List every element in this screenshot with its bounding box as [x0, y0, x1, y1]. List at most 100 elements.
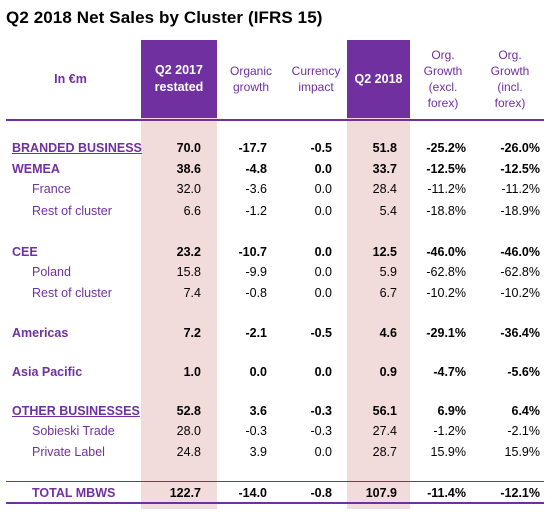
table-row-wemea-rest-of-cluster: Rest of cluster 6.6 -1.2 0.0 5.4 -18.8% …: [0, 202, 555, 220]
cell-q2-2017: 70.0: [176, 141, 201, 155]
table-row-wemea: WEMEA 38.6 -4.8 0.0 33.7 -12.5% -12.5%: [0, 160, 555, 178]
cell-org-incl: -26.0%: [500, 141, 540, 155]
cell-org-excl: 6.9%: [437, 404, 467, 418]
cell-organic: -3.6: [245, 182, 267, 196]
cell-currency: -0.3: [310, 424, 332, 438]
cell-q2-2018: 0.9: [379, 365, 397, 379]
cell-organic: 3.6: [249, 404, 267, 418]
cell-q2-2018: 12.5: [372, 245, 397, 259]
cell-q2-2018: 33.7: [372, 162, 397, 176]
cell-q2-2017: 15.8: [176, 265, 201, 279]
cell-organic: 3.9: [249, 445, 267, 459]
q2-2018-column-shade: [347, 40, 410, 509]
cell-q2-2017: 1.0: [183, 365, 201, 379]
cell-currency: 0.0: [314, 162, 332, 176]
cell-q2-2017: 28.0: [176, 424, 201, 438]
organic-growth-header: Organic growth: [229, 64, 273, 94]
row-label: OTHER BUSINESSES: [12, 404, 140, 418]
table-row-private-label: Private Label 24.8 3.9 0.0 28.7 15.9% 15…: [0, 443, 555, 461]
cell-q2-2018: 28.4: [372, 182, 397, 196]
row-label: Private Label: [32, 445, 105, 459]
cell-org-excl: -10.2%: [426, 286, 466, 300]
cell-organic: -4.8: [245, 162, 267, 176]
row-label: France: [32, 182, 71, 196]
cell-organic: -17.7: [238, 141, 268, 155]
cell-currency: 0.0: [314, 445, 332, 459]
cell-q2-2018: 28.7: [372, 445, 397, 459]
cell-org-incl: -62.8%: [500, 265, 540, 279]
cell-org-excl: -18.8%: [426, 204, 466, 218]
total-rule-bottom: [6, 502, 544, 504]
table-row-americas: Americas 7.2 -2.1 -0.5 4.6 -29.1% -36.4%: [0, 324, 555, 342]
cell-q2-2018: 6.7: [379, 286, 397, 300]
cell-currency: 0.0: [314, 204, 332, 218]
header-rule: [6, 119, 544, 121]
cell-currency: 0.0: [314, 265, 332, 279]
cell-org-incl: -46.0%: [500, 245, 540, 259]
cell-q2-2017: 38.6: [176, 162, 201, 176]
cell-org-incl: -12.1%: [500, 486, 540, 500]
cell-q2-2017: 23.2: [176, 245, 201, 259]
cell-org-incl: 6.4%: [511, 404, 541, 418]
page-title: Q2 2018 Net Sales by Cluster (IFRS 15): [6, 8, 323, 27]
table-row-total-mbws: TOTAL MBWS 122.7 -14.0 -0.8 107.9 -11.4%…: [0, 484, 555, 502]
cell-org-excl: -12.5%: [426, 162, 466, 176]
cell-org-incl: -18.9%: [500, 204, 540, 218]
currency-impact-header: Currency impact: [291, 64, 341, 94]
cell-organic: 0.0: [249, 365, 267, 379]
cell-org-excl: 15.9%: [430, 445, 466, 459]
cell-organic: -1.2: [245, 204, 267, 218]
cell-currency: 0.0: [314, 182, 332, 196]
cell-q2-2018: 5.9: [379, 265, 397, 279]
cell-organic: -14.0: [238, 486, 268, 500]
cell-q2-2018: 27.4: [372, 424, 397, 438]
table-row-cee-rest-of-cluster: Rest of cluster 7.4 -0.8 0.0 6.7 -10.2% …: [0, 284, 555, 302]
cell-org-excl: -46.0%: [426, 245, 466, 259]
cell-q2-2017: 32.0: [176, 182, 201, 196]
cell-org-incl: -36.4%: [500, 326, 540, 340]
org-growth-excl-header: Org. Growth (excl. forex): [423, 48, 463, 110]
cell-org-excl: -4.7%: [433, 365, 466, 379]
cell-q2-2017: 6.6: [183, 204, 201, 218]
cell-org-incl: -5.6%: [507, 365, 540, 379]
cell-org-incl: -10.2%: [500, 286, 540, 300]
cell-q2-2018: 4.6: [379, 326, 397, 340]
cell-organic: -2.1: [245, 326, 267, 340]
table-row-france: France 32.0 -3.6 0.0 28.4 -11.2% -11.2%: [0, 180, 555, 198]
cell-currency: -0.5: [310, 141, 332, 155]
q2-2018-header: Q2 2018: [347, 40, 410, 118]
cell-org-incl: -12.5%: [500, 162, 540, 176]
cell-org-excl: -29.1%: [426, 326, 466, 340]
q2-2017-header: Q2 2017 restated: [141, 40, 217, 118]
cell-currency: 0.0: [314, 286, 332, 300]
row-label: Americas: [12, 326, 69, 340]
cell-q2-2017: 52.8: [176, 404, 201, 418]
cell-organic: -0.8: [245, 286, 267, 300]
cell-organic: -10.7: [238, 245, 268, 259]
cell-org-excl: -25.2%: [426, 141, 466, 155]
table-row-branded-business: BRANDED BUSINESS 70.0 -17.7 -0.5 51.8 -2…: [0, 139, 555, 157]
cell-currency: -0.8: [310, 486, 332, 500]
table-row-cee: CEE 23.2 -10.7 0.0 12.5 -46.0% -46.0%: [0, 243, 555, 261]
row-label: Poland: [32, 265, 71, 279]
cell-q2-2018: 56.1: [372, 404, 397, 418]
cell-q2-2017: 7.4: [183, 286, 201, 300]
cell-q2-2018: 5.4: [379, 204, 397, 218]
total-rule-top: [6, 481, 544, 482]
row-label: TOTAL MBWS: [32, 486, 116, 500]
row-label: Sobieski Trade: [32, 424, 115, 438]
cell-organic: -0.3: [245, 424, 267, 438]
cell-q2-2017: 7.2: [183, 326, 201, 340]
q2-2017-column-shade: [141, 40, 217, 509]
cell-q2-2017: 24.8: [176, 445, 201, 459]
cell-q2-2017: 122.7: [169, 486, 201, 500]
cell-org-excl: -62.8%: [426, 265, 466, 279]
row-label: Asia Pacific: [12, 365, 83, 379]
cell-organic: -9.9: [245, 265, 267, 279]
row-label: BRANDED BUSINESS: [12, 141, 142, 155]
table-row-other-businesses: OTHER BUSINESSES 52.8 3.6 -0.3 56.1 6.9%…: [0, 402, 555, 420]
row-label: Rest of cluster: [32, 204, 112, 218]
cell-q2-2018: 51.8: [372, 141, 397, 155]
cell-currency: -0.3: [310, 404, 332, 418]
cell-currency: 0.0: [314, 365, 332, 379]
